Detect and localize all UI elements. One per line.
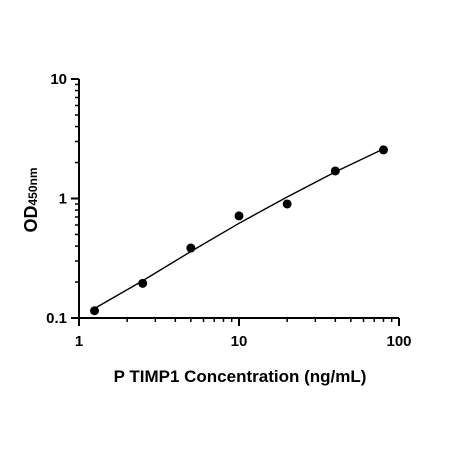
y-tick-label: 10 xyxy=(50,71,67,88)
x-tick-label: 100 xyxy=(386,333,411,350)
y-axis-ticks: 0.1 1 10 xyxy=(46,71,79,327)
data-point xyxy=(378,145,388,155)
y-axis-label-subscript: 450nm xyxy=(26,167,40,205)
data-point xyxy=(138,278,148,288)
data-point xyxy=(234,211,244,221)
x-axis-label: P TIMP1 Concentration (ng/mL) xyxy=(114,367,367,386)
data-point xyxy=(330,166,340,176)
y-axis-label-main: OD xyxy=(21,206,41,233)
x-tick-label: 1 xyxy=(75,333,83,350)
y-tick-label: 0.1 xyxy=(46,310,67,327)
x-axis-ticks: 1 10 100 xyxy=(75,318,412,350)
fit-curve xyxy=(94,148,384,310)
data-point xyxy=(186,243,196,253)
x-tick-label: 10 xyxy=(231,333,248,350)
data-point xyxy=(282,199,292,209)
y-axis-label: OD450nm xyxy=(21,167,41,232)
y-tick-label: 1 xyxy=(59,191,67,208)
data-point xyxy=(90,306,100,316)
data-points xyxy=(90,145,388,316)
